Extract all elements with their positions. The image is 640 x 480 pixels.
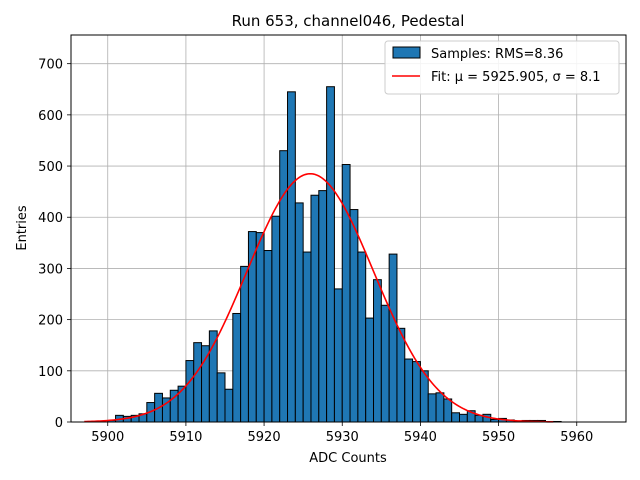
y-tick-label: 400 [38,211,63,226]
legend: Samples: RMS=8.36 Fit: μ = 5925.905, σ =… [384,40,620,95]
histogram-bar [185,360,195,423]
axes-frame [70,34,627,423]
x-tick-label: 5950 [482,430,515,445]
histogram-bar [240,265,249,423]
histogram-bar [404,358,414,423]
chart-title: Run 653, channel046, Pedestal [232,12,465,30]
y-tick-label: 600 [38,109,63,124]
histogram-bar [201,345,210,423]
histogram-bar [310,194,320,423]
histogram-bar [380,304,390,423]
histogram-bar [302,251,312,423]
fit-curve-layer [84,172,554,423]
y-tick-label: 700 [38,58,63,73]
histogram-bar [419,370,429,423]
legend-samples-patch [392,46,421,59]
y-tick-label: 100 [38,365,63,380]
histogram-bar [232,312,242,423]
legend-box [384,40,620,95]
histogram-bar [224,388,234,423]
histogram-bar [451,412,461,423]
histogram-bar [349,209,359,423]
x-tick-label: 5930 [326,430,359,445]
histogram-bar [255,232,265,423]
x-tick-label: 5940 [404,430,437,445]
histogram-bar [388,253,398,423]
x-tick-label: 5920 [248,430,281,445]
histogram-bar [357,251,367,423]
y-tick-label: 200 [38,314,63,329]
histogram-bar [459,413,468,423]
y-tick-label: 500 [38,160,63,175]
histogram-bar [193,342,203,423]
histogram-bar [287,91,296,423]
histogram-bar [443,398,453,423]
histogram-bar [326,86,335,423]
histogram-bar [318,190,328,423]
x-tick-label: 5960 [560,430,593,445]
x-tick-label: 5910 [169,430,202,445]
histogram-bar [396,327,406,423]
histogram-bar [333,288,343,423]
x-tick-label: 5900 [91,430,124,445]
histogram-bar [373,279,382,423]
axis-ticks: 5900 5910 5920 5930 5940 5950 5960 0 100 200 300 40… [38,58,593,445]
legend-samples-label: Samples: RMS=8.36 [431,47,563,62]
histogram-bar [263,250,273,423]
histogram-bar [341,164,351,423]
histogram-bar [177,385,187,423]
legend-fit-label: Fit: μ = 5925.905, σ = 8.1 [431,70,601,85]
gaussian-fit-curve [84,172,554,423]
x-axis-label: ADC Counts [309,451,387,466]
histogram-bar [216,372,226,423]
y-axis-label: Entries [15,205,30,251]
histogram-bar [435,392,445,423]
histogram-bar [294,202,304,423]
histogram-bar [271,215,281,423]
histogram-bar [427,393,437,423]
histogram-bar [412,361,421,423]
y-tick-label: 300 [38,262,63,277]
y-tick-label: 0 [55,416,63,431]
histogram-bar [365,317,375,423]
